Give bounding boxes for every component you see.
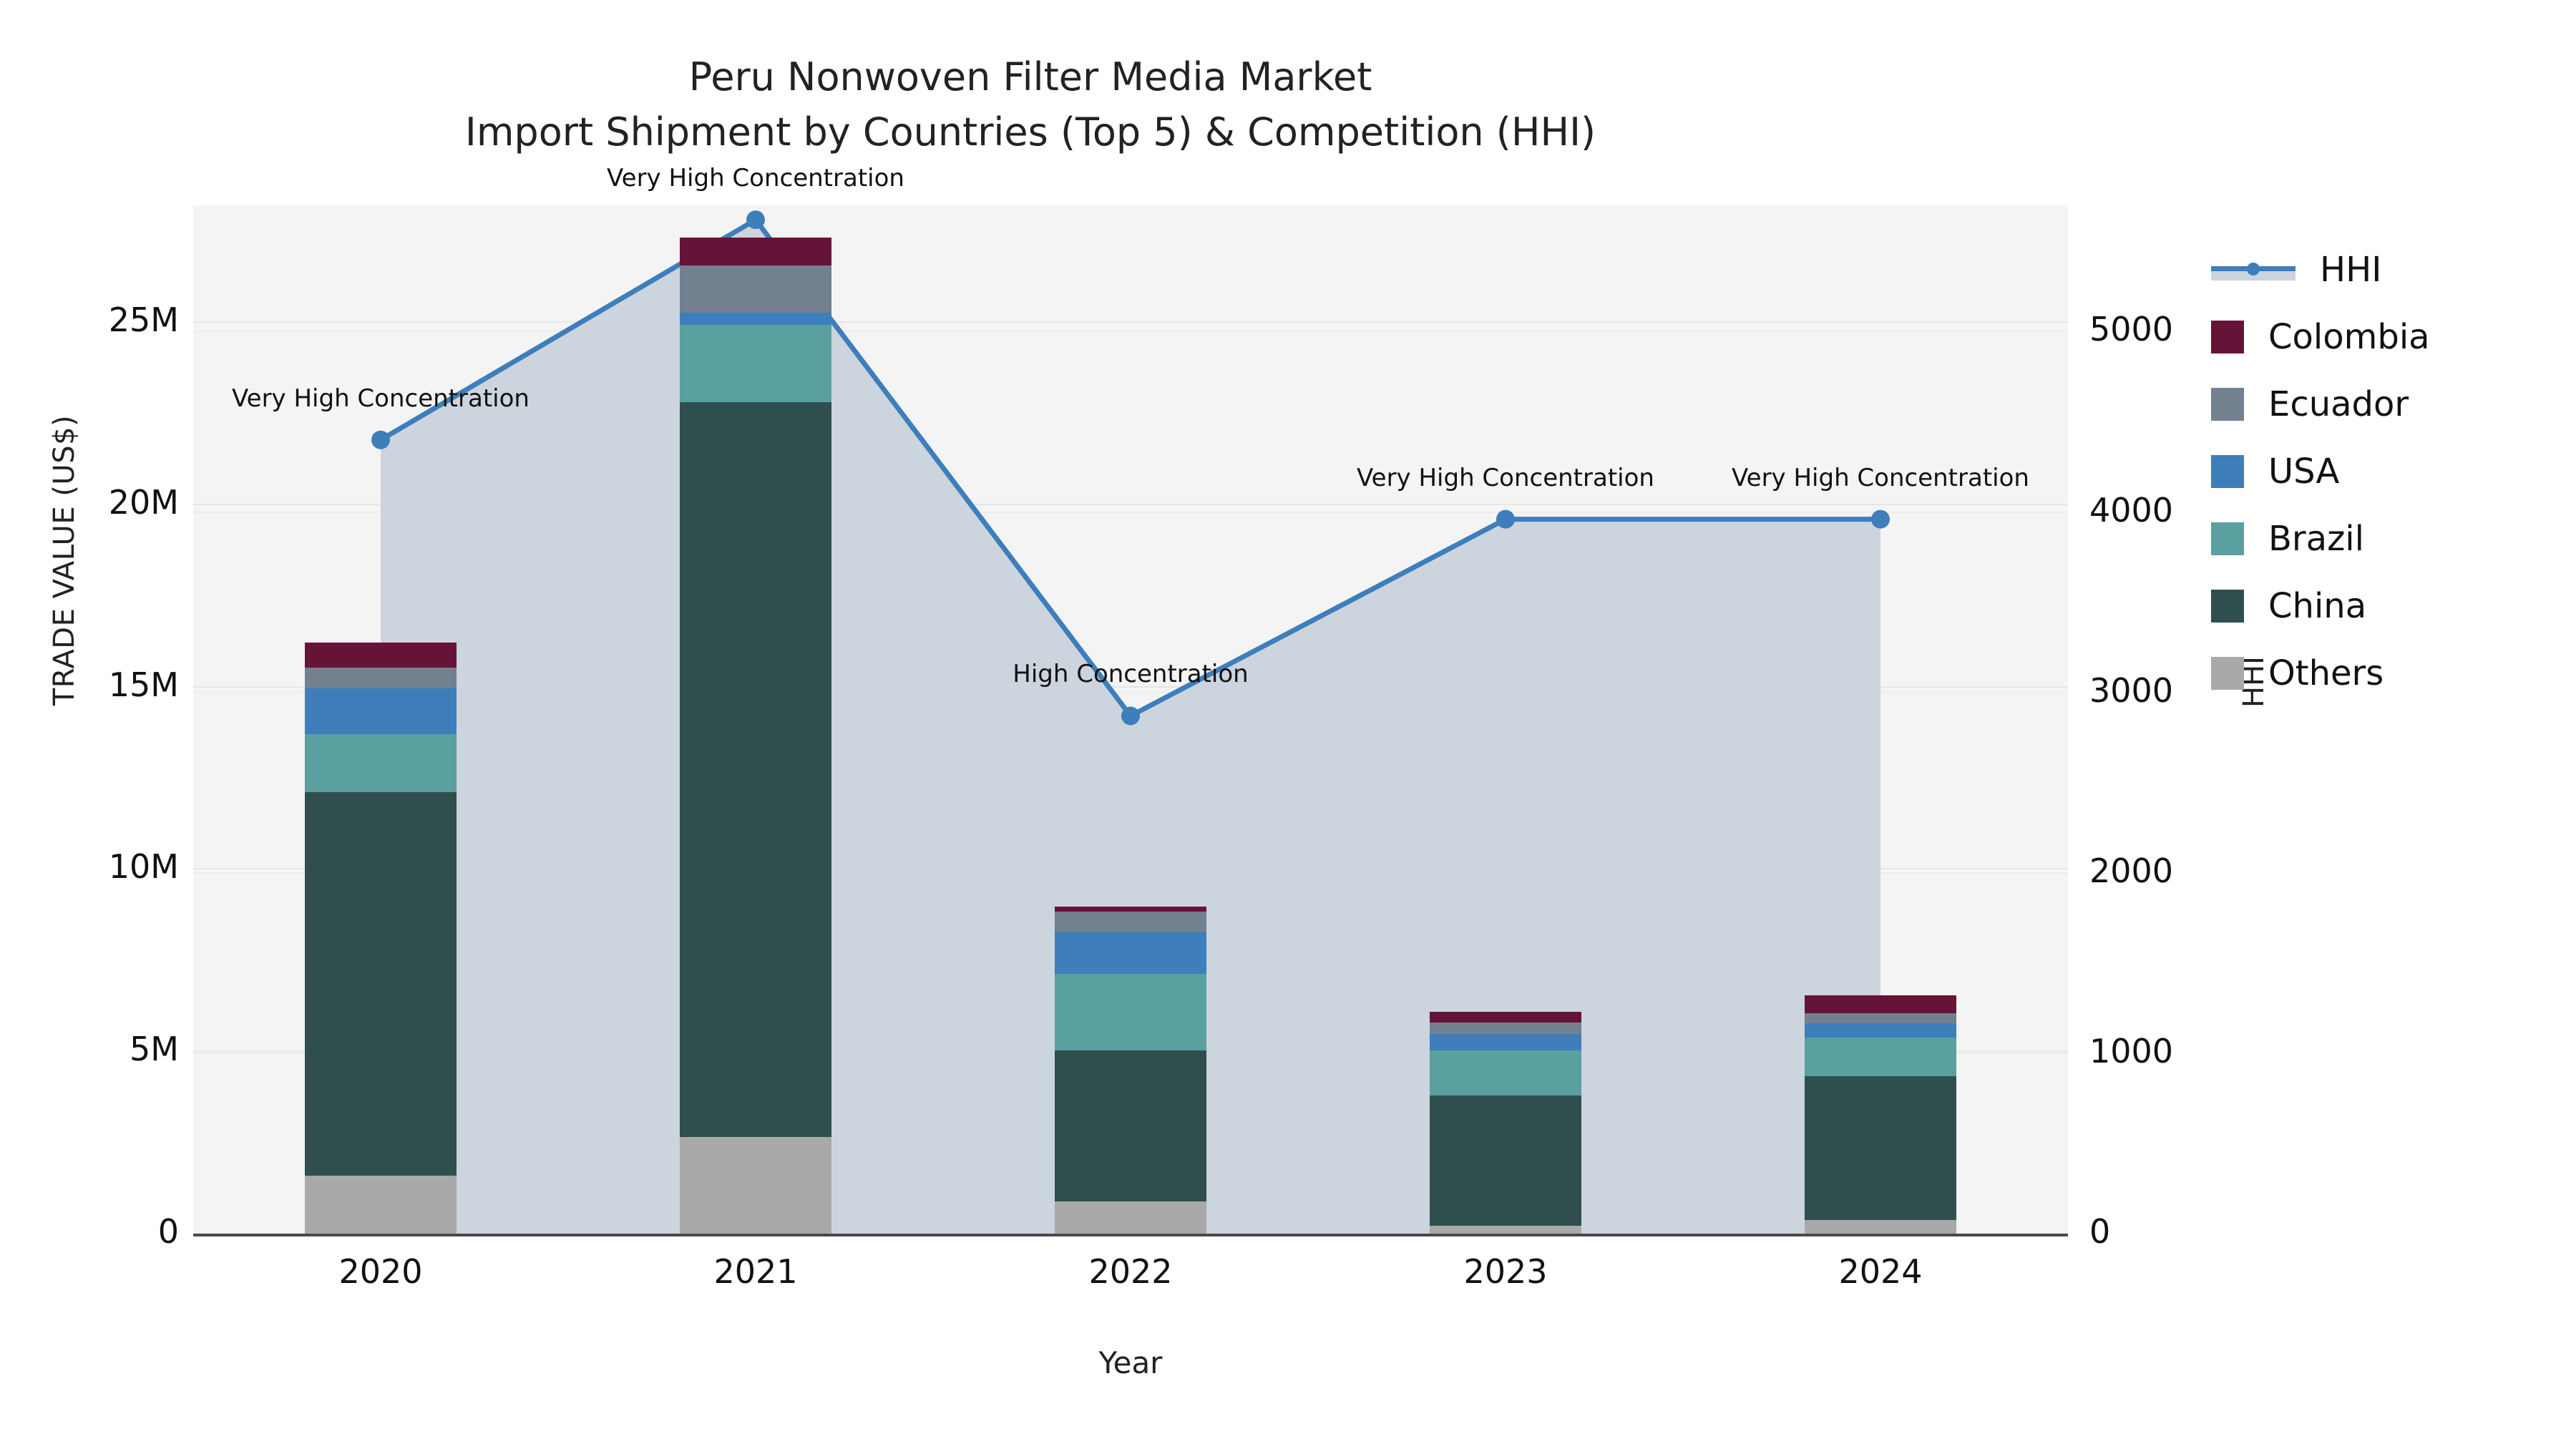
legend-swatch-others [2211, 657, 2244, 690]
gridline-left-4 [193, 503, 2068, 505]
y-tick-right-3000: 3000 [2089, 670, 2174, 710]
y-tick-right-1000: 1000 [2089, 1031, 2174, 1070]
chart-subtitle: Import Shipment by Countries (Top 5) & C… [464, 109, 1596, 155]
x-tick-2020: 2020 [338, 1252, 423, 1291]
bar-segment-others-2024[interactable] [1805, 1219, 1956, 1234]
bar-2023[interactable] [1430, 1012, 1581, 1234]
y-tick-left-20M: 20M [108, 482, 179, 522]
legend-swatch-colombia [2211, 321, 2244, 353]
y-tick-left-5M: 5M [130, 1030, 179, 1069]
bar-2024[interactable] [1805, 995, 1956, 1234]
bar-segment-usa-2020[interactable] [305, 688, 457, 734]
gridline-left-5 [193, 321, 2068, 323]
legend-item-china[interactable]: China [2211, 572, 2569, 640]
legend-item-ecuador[interactable]: Ecuador [2211, 371, 2569, 438]
legend-label-others: Others [2268, 653, 2384, 693]
bar-segment-ecuador-2020[interactable] [305, 668, 457, 689]
bar-2020[interactable] [305, 642, 457, 1234]
legend-swatch-usa [2211, 455, 2244, 488]
bar-segment-colombia-2023[interactable] [1430, 1012, 1581, 1023]
x-tick-2023: 2023 [1463, 1252, 1548, 1291]
annotation-2023: Very High Concentration [1357, 463, 1654, 492]
legend-item-brazil[interactable]: Brazil [2211, 505, 2569, 572]
bar-segment-colombia-2021[interactable] [680, 237, 831, 266]
legend-item-colombia[interactable]: Colombia [2211, 303, 2569, 371]
bar-segment-others-2022[interactable] [1055, 1201, 1206, 1234]
gridline-right-5 [193, 331, 2068, 333]
chart-title-line1: Peru Nonwoven Filter Media Market [688, 54, 1372, 99]
gridline-left-2 [193, 868, 2068, 870]
gridline-right-3 [193, 691, 2068, 693]
y-tick-left-15M: 15M [108, 665, 179, 704]
bar-segment-usa-2021[interactable] [680, 312, 831, 326]
bar-segment-china-2020[interactable] [305, 792, 457, 1176]
legend-label-usa: USA [2268, 452, 2340, 492]
legend-label-colombia: Colombia [2268, 317, 2430, 357]
bar-segment-brazil-2020[interactable] [305, 733, 457, 793]
x-tick-2022: 2022 [1088, 1252, 1173, 1291]
bar-segment-ecuador-2021[interactable] [680, 265, 831, 313]
bar-2021[interactable] [680, 237, 831, 1234]
x-tick-2024: 2024 [1838, 1252, 1923, 1291]
y-tick-right-0: 0 [2089, 1212, 2111, 1251]
legend-item-others[interactable]: Others [2211, 640, 2569, 707]
annotation-2021: Very High Concentration [607, 164, 904, 193]
gridline-right-4 [193, 511, 2068, 513]
bar-segment-colombia-2024[interactable] [1805, 995, 1956, 1013]
legend-label-china: China [2268, 586, 2367, 626]
y-tick-left-25M: 25M [108, 301, 179, 340]
bar-segment-brazil-2021[interactable] [680, 325, 831, 403]
bar-segment-ecuador-2022[interactable] [1055, 912, 1206, 933]
y-tick-right-2000: 2000 [2089, 851, 2174, 890]
bar-segment-colombia-2020[interactable] [305, 642, 457, 668]
legend-label-hhi: HHI [2320, 250, 2382, 290]
bar-segment-ecuador-2024[interactable] [1805, 1013, 1956, 1023]
bar-segment-brazil-2024[interactable] [1805, 1038, 1956, 1076]
legend-swatch-ecuador [2211, 388, 2244, 421]
bar-segment-usa-2023[interactable] [1430, 1033, 1581, 1051]
bar-segment-china-2023[interactable] [1430, 1095, 1581, 1226]
bar-segment-brazil-2022[interactable] [1055, 973, 1206, 1050]
y-tick-right-5000: 5000 [2089, 310, 2174, 349]
legend-label-brazil: Brazil [2268, 519, 2364, 559]
bar-segment-brazil-2023[interactable] [1430, 1050, 1581, 1096]
bar-2022[interactable] [1055, 906, 1206, 1234]
annotation-2020: Very High Concentration [232, 384, 530, 413]
y-tick-right-4000: 4000 [2089, 490, 2174, 530]
legend-item-hhi[interactable]: HHI [2211, 236, 2569, 303]
bar-segment-colombia-2022[interactable] [1055, 906, 1206, 912]
legend-item-usa[interactable]: USA [2211, 438, 2569, 505]
y-tick-left-10M: 10M [108, 847, 179, 887]
y-tick-left-0: 0 [157, 1212, 179, 1251]
x-axis-label: Year [1098, 1345, 1163, 1380]
bar-segment-china-2021[interactable] [680, 402, 831, 1137]
x-axis-line [193, 1234, 2068, 1236]
annotation-2022: High Concentration [1013, 660, 1249, 689]
legend-swatch-china [2211, 590, 2244, 623]
bar-segment-others-2023[interactable] [1430, 1225, 1581, 1234]
annotation-2024: Very High Concentration [1732, 463, 2029, 492]
legend-swatch-brazil [2211, 522, 2244, 555]
bar-segment-usa-2022[interactable] [1055, 932, 1206, 974]
legend-label-ecuador: Ecuador [2268, 384, 2409, 424]
chart-legend: HHI Colombia Ecuador USA Brazil China Others [2211, 236, 2569, 707]
bar-segment-ecuador-2023[interactable] [1430, 1023, 1581, 1034]
gridline-right-2 [193, 872, 2068, 874]
bar-segment-others-2021[interactable] [680, 1136, 831, 1234]
bar-segment-usa-2024[interactable] [1805, 1023, 1956, 1038]
x-tick-2021: 2021 [713, 1252, 798, 1291]
bar-segment-china-2024[interactable] [1805, 1075, 1956, 1220]
y-axis-left-label: TRADE VALUE (US$) [48, 414, 81, 706]
chart-title: Peru Nonwoven Filter Media Market Import… [0, 50, 2061, 160]
bar-segment-others-2020[interactable] [305, 1176, 457, 1234]
legend-line-marker [2211, 253, 2296, 286]
bar-segment-china-2022[interactable] [1055, 1050, 1206, 1201]
